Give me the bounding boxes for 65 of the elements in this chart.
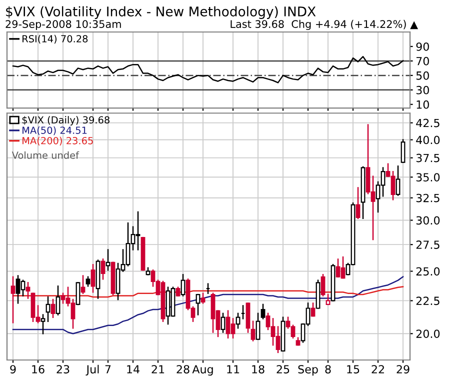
candlestick (50, 298, 56, 318)
candlestick (86, 276, 90, 287)
x-tick-label: 15 (347, 365, 360, 374)
y-tick-label: 25.0 (416, 267, 440, 276)
annotation: Volume undef (12, 151, 80, 159)
candlestick (356, 187, 360, 219)
x-tick-label: 29 (396, 365, 410, 374)
x-tick-label: 14 (127, 365, 140, 374)
candlestick (56, 286, 60, 316)
y-tick-label: 10 (416, 100, 429, 109)
y-tick-label: 90 (416, 42, 429, 51)
legend-label: MA(50) 24.51 (22, 126, 87, 136)
x-tick-label: Jul (86, 364, 99, 376)
y-tick-label: 30 (416, 86, 429, 94)
x-tick-label: 28 (176, 365, 190, 374)
y-tick-label: 50 (416, 71, 429, 80)
candlestick (10, 276, 16, 324)
x-tick-label: 16 (32, 365, 44, 374)
candlestick (200, 292, 206, 304)
legend-label: $VIX (Daily) 39.68 (22, 116, 110, 126)
chart-title: $VIX (Volatility Index - New Methodology) INDX (6, 6, 316, 20)
x-tick-label: 7 (105, 365, 111, 374)
x-tick-label: Sep (298, 365, 318, 376)
y-tick-label: 27.5 (416, 240, 440, 249)
x-tick-label: 21 (152, 365, 164, 374)
y-tick-label: 22.5 (416, 296, 440, 306)
y-tick-label: 30.0 (416, 216, 440, 225)
candlestick (256, 312, 260, 340)
legend-label: RSI(14) 70.28 (22, 34, 88, 44)
candlestick (310, 302, 316, 317)
x-tick-label: 22 (372, 365, 384, 374)
text: Last 39.68 Chg +4.94 (+14.22%) ▲ (230, 20, 418, 30)
x-tick-label: 11 (227, 365, 240, 374)
candlestick (220, 312, 226, 333)
x-tick-label: 8 (325, 365, 331, 374)
candlestick (100, 258, 106, 280)
candlestick (180, 274, 186, 296)
candlestick (236, 312, 240, 329)
line-series (12, 56, 404, 84)
candlestick (76, 282, 80, 306)
x-tick-label: 23 (56, 365, 70, 374)
candlestick (90, 264, 96, 293)
x-tick-label: 9 (10, 365, 16, 374)
x-tick-label: 25 (276, 365, 290, 374)
y-tick-label: 37.5 (416, 154, 440, 162)
candlestick (46, 296, 50, 322)
y-tick-label: 20.0 (416, 330, 440, 338)
candlestick (320, 274, 326, 296)
candlestick (260, 304, 266, 320)
y-tick-label: 32.5 (416, 194, 440, 202)
x-tick-label: 18 (252, 365, 264, 374)
candlestick (196, 294, 200, 316)
candlestick (250, 320, 256, 342)
candlestick (40, 314, 46, 334)
y-tick-label: 70 (416, 56, 429, 66)
candlestick (396, 166, 400, 196)
legend-label: MA(200) 23.65 (22, 136, 93, 146)
candlestick (26, 282, 30, 299)
chart-subtitle: 29-Sep-2008 10:35am (6, 20, 121, 30)
y-tick-label: 42.5 (416, 118, 440, 128)
y-tick-label: 35.0 (416, 173, 440, 182)
x-tick-label: Aug (192, 365, 213, 376)
y-tick-label: 40.0 (416, 136, 440, 144)
line-series (12, 276, 404, 334)
candlestick (400, 139, 406, 163)
